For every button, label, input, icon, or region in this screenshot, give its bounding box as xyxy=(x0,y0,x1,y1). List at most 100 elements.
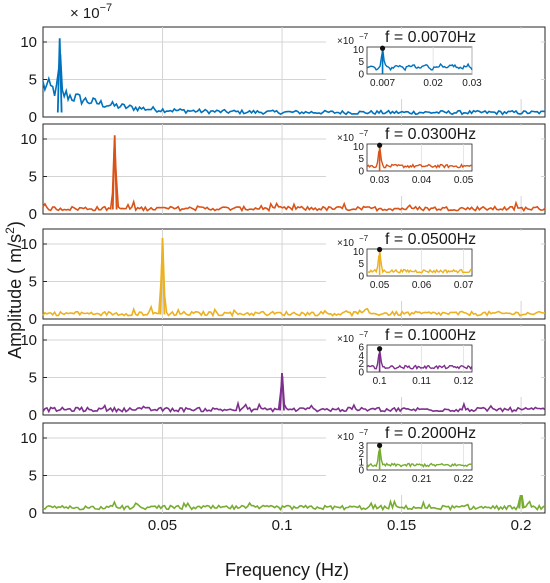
y-tick-label: 5 xyxy=(29,468,37,485)
y-exponent-label: × 10−7 xyxy=(70,2,112,22)
inset-y-tick-label: 10 xyxy=(353,142,365,153)
inset-x-tick-label: 0.22 xyxy=(454,474,474,485)
inset-y-tick-label: 2 xyxy=(358,449,364,460)
y-tick-label: 5 xyxy=(29,370,37,387)
inset-x-tick-label: 0.02 xyxy=(423,78,443,89)
inset-exponent-power: −7 xyxy=(359,428,369,437)
frequency-label: f = 0.0070Hz xyxy=(385,29,476,46)
inset-y-tick-label: 0 xyxy=(358,70,364,81)
inset-x-tick-label: 0.11 xyxy=(412,376,431,387)
inset-exponent-power: −7 xyxy=(359,32,369,41)
inset-peak-marker xyxy=(377,346,383,352)
inset-y-tick-label: 0 xyxy=(358,272,364,283)
y-tick-label: 10 xyxy=(20,430,37,447)
inset-x-tick-label: 0.03 xyxy=(370,175,390,186)
y-tick-label: 0 xyxy=(29,311,37,328)
y-tick-label: 5 xyxy=(29,169,37,186)
y-tick-label: 0 xyxy=(29,505,37,522)
y-tick-label: 5 xyxy=(29,274,37,291)
inset-x-tick-label: 0.1 xyxy=(373,376,387,387)
inset-y-tick-label: 5 xyxy=(358,154,364,165)
x-tick-label: 0.15 xyxy=(387,517,416,534)
inset-peak-marker xyxy=(377,142,383,148)
inset-exponent-power: −7 xyxy=(359,234,369,243)
inset-series-line xyxy=(366,447,473,468)
inset-1: 0 510 0.007 0.02 0.03 ×10 −7 f = 0.0070Hz xyxy=(326,29,541,99)
x-axis-label: Frequency (Hz) xyxy=(225,560,349,580)
inset-series-line xyxy=(366,49,473,72)
inset-y-tick-label: 5 xyxy=(358,57,364,68)
inset-y-tick-label: 2 xyxy=(358,359,364,370)
inset-exponent-label: ×10 xyxy=(337,238,354,249)
inset-x-tick-label: 0.05 xyxy=(454,175,474,186)
y-tick-label: 0 xyxy=(29,109,37,126)
inset-2: 0 510 0.03 0.04 0.05 ×10 −7 f = 0.0300Hz xyxy=(326,126,541,196)
series-line xyxy=(42,140,546,213)
inset-exponent-power: −7 xyxy=(359,330,369,339)
inset-y-tick-label: 0 xyxy=(358,167,364,178)
inset-exponent-label: ×10 xyxy=(337,133,354,144)
y-tick-label: 0 xyxy=(29,407,37,424)
inset-y-tick-label: 3 xyxy=(358,441,364,452)
inset-y-tick-label: 10 xyxy=(353,45,365,56)
inset-x-tick-label: 0.06 xyxy=(412,280,432,291)
peak-line xyxy=(159,237,166,315)
inset-x-tick-label: 0.03 xyxy=(462,78,482,89)
inset-exponent-label: ×10 xyxy=(337,334,354,345)
frequency-label: f = 0.2000Hz xyxy=(385,425,476,442)
x-tick-label: 0.1 xyxy=(272,517,293,534)
inset-x-tick-label: 0.04 xyxy=(412,175,432,186)
inset-exponent-label: ×10 xyxy=(337,36,354,47)
frequency-label: f = 0.0500Hz xyxy=(385,231,476,248)
inset-peak-marker xyxy=(377,246,383,253)
inset-x-tick-label: 0.05 xyxy=(370,280,390,291)
frequency-label: f = 0.1000Hz xyxy=(385,327,476,344)
inset-x-tick-label: 0.21 xyxy=(412,474,432,485)
y-tick-label: 10 xyxy=(20,131,37,148)
inset-x-tick-label: 0.2 xyxy=(373,474,387,485)
inset-exponent-label: ×10 xyxy=(337,432,354,443)
inset-x-tick-label: 0.12 xyxy=(454,376,474,387)
series-line xyxy=(42,491,546,512)
inset-y-tick-label: 0 xyxy=(358,368,364,379)
inset-peak-marker xyxy=(377,442,383,449)
series-line xyxy=(42,53,546,116)
inset-x-tick-label: 0.07 xyxy=(454,280,474,291)
peak-line xyxy=(279,372,285,411)
inset-peak-marker xyxy=(379,45,386,51)
inset-y-tick-label: 10 xyxy=(353,247,365,258)
inset-series-line xyxy=(366,350,473,370)
x-tick-label: 0.2 xyxy=(511,517,532,534)
inset-series-line xyxy=(366,251,473,274)
y-tick-label: 10 xyxy=(20,34,37,51)
series-line xyxy=(42,376,546,414)
y-tick-label: 10 xyxy=(20,332,37,349)
inset-series-line xyxy=(366,147,473,169)
y-tick-label: 0 xyxy=(29,206,37,223)
inset-y-tick-label: 5 xyxy=(358,259,364,270)
inset-exponent-power: −7 xyxy=(359,129,369,138)
peak-line xyxy=(111,135,118,210)
x-tick-label: 0.05 xyxy=(148,517,177,534)
y-tick-label: 10 xyxy=(20,236,37,253)
inset-y-tick-label: 0 xyxy=(358,466,364,477)
inset-3: 0 510 0.05 0.06 0.07 ×10 −7 f = 0.0500Hz xyxy=(326,231,541,301)
inset-y-tick-label: 4 xyxy=(358,351,364,362)
peak-line xyxy=(56,38,63,113)
inset-x-tick-label: 0.007 xyxy=(370,78,395,89)
y-tick-label: 5 xyxy=(29,72,37,89)
series-line xyxy=(42,240,546,318)
inset-y-tick-label: 1 xyxy=(358,457,364,468)
inset-frame xyxy=(366,143,473,172)
inset-y-tick-label: 6 xyxy=(358,343,364,354)
y-axis-label: Amplitude ( m/s2) xyxy=(3,221,25,359)
